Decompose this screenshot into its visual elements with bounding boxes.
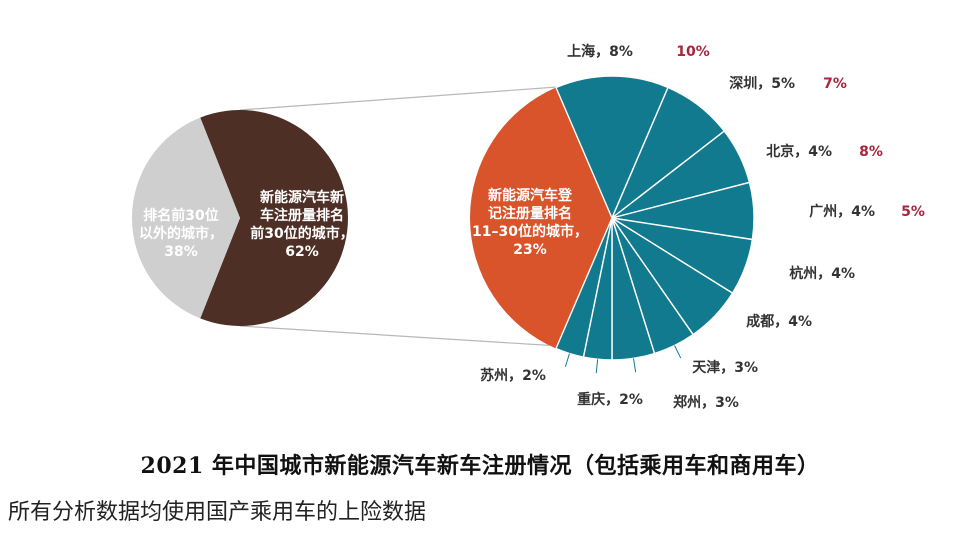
pie-chart-area: 新能源汽车新车注册量排名前30位的城市， 62% 排名前30位以外的城市， 38% 上海… — [131, 43, 925, 411]
right-pie — [470, 75, 755, 374]
city-extra-value: 10% — [676, 44, 710, 60]
city-label: 广州，4% — [809, 203, 875, 220]
city-leader-line — [595, 359, 599, 374]
city-label: 上海，8% — [567, 43, 633, 60]
right-slice-city — [555, 217, 613, 358]
left-slice-others — [131, 117, 240, 319]
city-label: 成都，4% — [746, 313, 812, 330]
left-pie — [131, 110, 348, 327]
city-extra-value: 5% — [901, 204, 925, 220]
city-leader-line — [564, 353, 570, 367]
city-label: 深圳，5% — [729, 75, 795, 92]
connector-top-line — [239, 86, 558, 111]
right-slice-city — [555, 75, 669, 220]
connector-bottom-line — [239, 325, 550, 346]
city-label: 北京，4% — [766, 143, 832, 160]
right-slice-rank11-30-label: 新能源汽车登记注册量排名 11–30位的城市， 23% — [472, 187, 588, 258]
city-extra-value: 8% — [859, 144, 883, 160]
left-slice-top30 — [200, 110, 348, 327]
city-extra-value: 7% — [823, 76, 847, 92]
slice-labels: 新能源汽车新车注册量排名前30位的城市， 62% 排名前30位以外的城市， 38% 上海… — [139, 43, 925, 411]
left-slice-others-label: 排名前30位以外的城市， 38% — [139, 207, 223, 260]
city-leader-line — [674, 345, 682, 359]
connector-lines — [239, 86, 558, 346]
chart-title: 2021 年中国城市新能源汽车新车注册情况（包括乘用车和商用车） — [140, 453, 820, 479]
city-label: 郑州，3% — [673, 394, 739, 411]
city-label: 苏州，2% — [480, 367, 546, 384]
city-label: 杭州，4% — [789, 265, 855, 282]
chart-note: 所有分析数据均使用国产乘用车的上险数据 — [8, 500, 427, 525]
city-leader-line — [633, 358, 637, 373]
city-label: 重庆，2% — [577, 391, 643, 408]
city-label: 天津，3% — [692, 359, 758, 376]
right-slice-rank11-30 — [470, 87, 612, 349]
left-slice-top30-label: 新能源汽车新车注册量排名前30位的城市， 62% — [250, 189, 353, 260]
